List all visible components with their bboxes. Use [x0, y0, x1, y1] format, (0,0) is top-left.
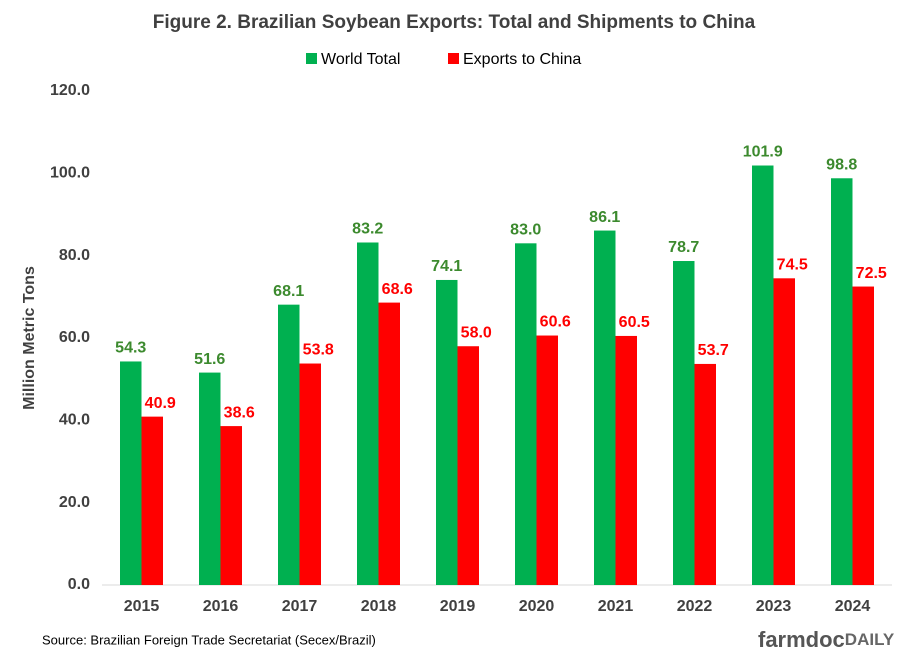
bar — [694, 363, 716, 585]
bar — [773, 278, 795, 585]
value-label: 51.6 — [194, 351, 225, 368]
value-label: 78.7 — [668, 239, 699, 256]
bar — [515, 243, 537, 586]
bar — [752, 165, 774, 586]
x-tick-label: 2020 — [519, 598, 555, 615]
legend-swatch — [448, 53, 459, 64]
y-tick-label: 100.0 — [50, 165, 90, 182]
bar — [378, 302, 400, 585]
bar — [220, 426, 242, 585]
value-label: 60.6 — [540, 314, 571, 331]
legend-label: Exports to China — [463, 51, 581, 68]
bar — [615, 335, 637, 585]
value-label: 68.1 — [273, 283, 304, 300]
bar — [436, 279, 458, 585]
bar — [278, 304, 300, 585]
bar — [673, 261, 695, 585]
value-label: 83.2 — [352, 221, 383, 238]
bar — [831, 178, 853, 586]
bar — [141, 416, 163, 585]
value-label: 101.9 — [743, 144, 783, 161]
bar — [457, 346, 479, 585]
x-tick-label: 2024 — [835, 598, 871, 615]
value-label: 98.8 — [826, 156, 857, 173]
value-label: 74.5 — [777, 257, 808, 274]
x-tick-label: 2016 — [203, 598, 239, 615]
logo-main: farmdoc — [758, 627, 845, 652]
value-label: 58.0 — [461, 324, 492, 341]
value-label: 60.5 — [619, 314, 650, 331]
y-tick-label: 20.0 — [59, 494, 90, 511]
x-tick-label: 2021 — [598, 598, 634, 615]
y-tick-label: 0.0 — [68, 576, 90, 593]
value-label: 72.5 — [856, 265, 887, 282]
x-tick-label: 2017 — [282, 598, 318, 615]
bar — [594, 230, 616, 585]
legend-label: World Total — [321, 51, 400, 68]
legend-swatch — [306, 53, 317, 64]
value-label: 74.1 — [431, 258, 462, 275]
logo-accent: DAILY — [845, 630, 895, 649]
y-axis-label: Million Metric Tons — [21, 266, 38, 410]
y-tick-label: 40.0 — [59, 412, 90, 429]
bar — [299, 363, 321, 585]
x-tick-label: 2023 — [756, 598, 792, 615]
bar — [536, 335, 558, 585]
value-label: 83.0 — [510, 222, 541, 239]
x-tick-label: 2022 — [677, 598, 713, 615]
bar — [199, 372, 221, 585]
chart-title: Figure 2. Brazilian Soybean Exports: Tot… — [153, 12, 756, 33]
x-tick-label: 2018 — [361, 598, 397, 615]
value-label: 53.7 — [698, 342, 729, 359]
value-label: 54.3 — [115, 340, 146, 357]
bar — [852, 286, 874, 585]
y-tick-label: 120.0 — [50, 82, 90, 99]
bar — [357, 242, 379, 585]
logo: farmdocDAILY — [758, 627, 895, 652]
value-label: 53.8 — [303, 342, 334, 359]
bar — [120, 361, 142, 585]
x-tick-label: 2015 — [124, 598, 160, 615]
y-tick-label: 80.0 — [59, 247, 90, 264]
value-label: 40.9 — [145, 395, 176, 412]
source-note: Source: Brazilian Foreign Trade Secretar… — [42, 632, 376, 647]
y-tick-label: 60.0 — [59, 329, 90, 346]
x-tick-label: 2019 — [440, 598, 476, 615]
value-label: 38.6 — [224, 404, 255, 421]
value-label: 68.6 — [382, 281, 413, 298]
value-label: 86.1 — [589, 209, 620, 226]
